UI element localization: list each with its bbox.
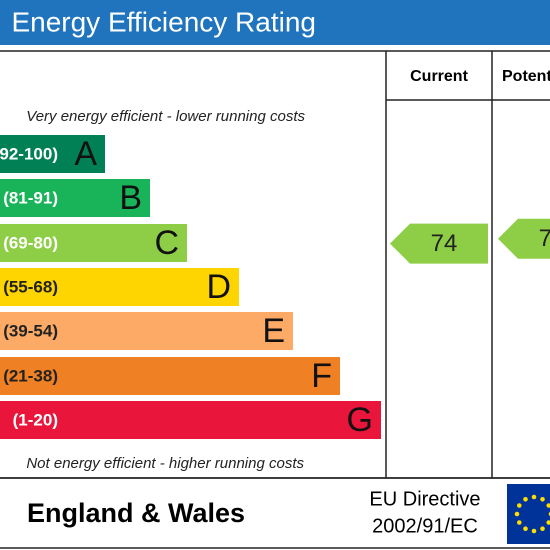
- band-range: (81-91): [3, 188, 58, 207]
- eu-star: [546, 503, 550, 508]
- eu-star: [516, 520, 522, 525]
- eu-star: [516, 503, 522, 508]
- eu-star: [540, 526, 545, 532]
- frame: [0, 50, 550, 549]
- region: England & Wales: [27, 498, 245, 528]
- band-bar: [0, 179, 150, 217]
- eu-star: [523, 526, 528, 532]
- band-range: (55-68): [3, 277, 58, 296]
- eu-star: [531, 528, 537, 534]
- eu-flag: [507, 484, 550, 544]
- top-note: Very energy efficient - lower running co…: [26, 108, 305, 125]
- rating-arrow: [390, 223, 488, 264]
- band-bar: [0, 224, 187, 262]
- band-range: (1-20): [13, 410, 58, 429]
- band-letter: G: [347, 401, 373, 439]
- column-header: Potential: [502, 68, 550, 85]
- band-letter: E: [262, 312, 285, 350]
- band-letter: D: [206, 268, 231, 306]
- band-letter: C: [154, 224, 179, 262]
- rating-value: 74: [431, 230, 458, 257]
- directive: 2002/91/EC: [372, 515, 478, 537]
- band-range: (39-54): [3, 321, 58, 340]
- band-range: (69-80): [3, 233, 58, 252]
- chart-title: Energy Efficiency Rating: [11, 6, 316, 37]
- rating-value: 78: [539, 225, 550, 252]
- eu-star: [546, 520, 550, 525]
- band-bar: [0, 357, 340, 395]
- band-letter: F: [311, 357, 332, 395]
- eu-star: [523, 496, 528, 502]
- eu-star: [540, 496, 545, 502]
- column-header: Current: [410, 68, 468, 85]
- band-letter: A: [74, 135, 97, 173]
- rating-arrow: [498, 218, 550, 259]
- band-range: (92-100): [0, 144, 58, 163]
- directive: EU Directive: [369, 488, 480, 510]
- title-bar: [0, 0, 550, 45]
- eu-star: [531, 494, 537, 500]
- band-bar: [0, 135, 105, 173]
- bottom-note: Not energy efficient - higher running co…: [26, 455, 304, 472]
- band-bar: [0, 401, 381, 439]
- eu-star: [514, 511, 520, 517]
- band-letter: B: [119, 179, 142, 217]
- band-bar: [0, 312, 293, 350]
- band-range: (21-38): [3, 366, 58, 385]
- band-bar: [0, 268, 239, 306]
